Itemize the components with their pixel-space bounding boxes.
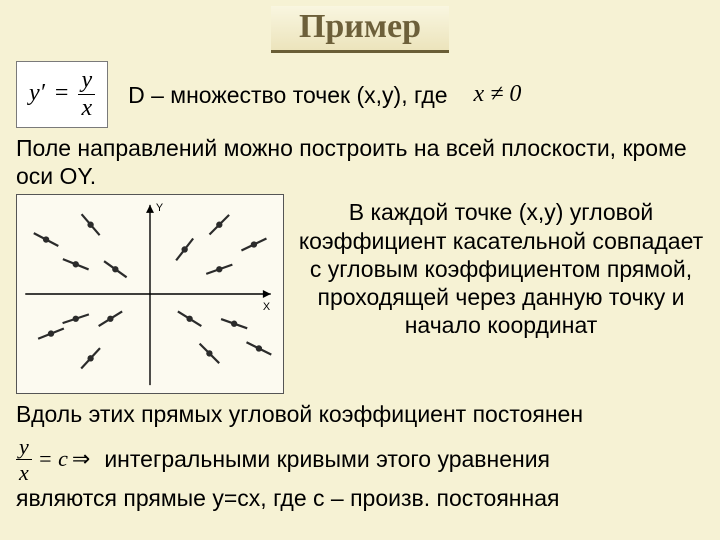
conclusion-text-2: являются прямые y=cx, где c – произв. по… (16, 484, 704, 512)
direction-field-diagram: XY (16, 194, 284, 394)
svg-text:X: X (263, 301, 271, 313)
formula-fraction: y x (78, 68, 95, 121)
ode-formula-box: y′ = y x (16, 61, 108, 128)
isocline-equation: y x = c ⇒ (16, 435, 94, 484)
eq2-den: x (16, 461, 32, 484)
eq2-fraction: y x (16, 435, 32, 484)
page-title: Пример (271, 6, 449, 53)
implies-icon: ⇒ (68, 446, 94, 472)
content-area: y′ = y x D – множество точек (x,y), где … (0, 53, 720, 512)
definition-row: y′ = y x D – множество точек (x,y), где … (16, 61, 704, 128)
slope-explanation: В каждой точке (x,y) угловой коэффициент… (298, 194, 704, 338)
formula-num: y (78, 68, 95, 93)
direction-field-text: Поле направлений можно построить на всей… (16, 134, 704, 190)
domain-text: D – множество точек (x,y), где (128, 81, 447, 109)
conclusion-row: y x = c ⇒ интегральными кривыми этого ур… (16, 435, 704, 484)
svg-text:Y: Y (156, 202, 164, 214)
conclusion-text-1: интегральными кривыми этого уравнения (104, 445, 550, 473)
eq2-rhs: = c (32, 446, 68, 472)
constant-slope-text: Вдоль этих прямых угловой коэффициент по… (16, 400, 704, 428)
formula-eq: = (51, 80, 73, 106)
diagram-row: XY В каждой точке (x,y) угловой коэффици… (16, 194, 704, 394)
title-bar: Пример (0, 0, 720, 53)
formula-lhs: y′ (29, 80, 45, 106)
domain-condition: x ≠ 0 (468, 81, 522, 108)
eq2-num: y (16, 435, 32, 458)
formula-den: x (78, 96, 95, 121)
